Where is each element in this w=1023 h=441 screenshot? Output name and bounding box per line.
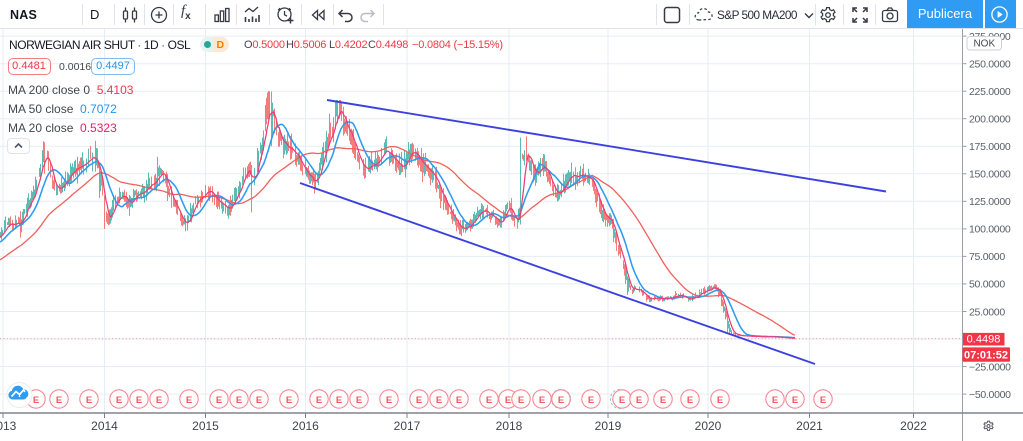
svg-text:250.0000: 250.0000 bbox=[969, 59, 1011, 71]
svg-text:2014: 2014 bbox=[91, 419, 118, 433]
svg-text:2015: 2015 bbox=[192, 419, 219, 433]
svg-text:175.0000: 175.0000 bbox=[969, 141, 1011, 153]
svg-text:E: E bbox=[518, 395, 524, 406]
svg-text:E: E bbox=[116, 395, 122, 406]
svg-text:−50.0000: −50.0000 bbox=[969, 389, 1011, 401]
svg-text:E: E bbox=[820, 395, 826, 406]
svg-text:E: E bbox=[316, 395, 322, 406]
svg-text:E: E bbox=[56, 395, 62, 406]
svg-text:E: E bbox=[636, 395, 642, 406]
svg-text:E: E bbox=[717, 395, 723, 406]
svg-text:2013: 2013 bbox=[0, 419, 17, 433]
svg-text:2018: 2018 bbox=[496, 419, 523, 433]
svg-text:E: E bbox=[156, 395, 162, 406]
svg-text:E: E bbox=[256, 395, 262, 406]
svg-text:−25.0000: −25.0000 bbox=[969, 361, 1011, 373]
svg-text:E: E bbox=[86, 395, 92, 406]
svg-text:E: E bbox=[416, 395, 422, 406]
svg-text:2022: 2022 bbox=[900, 419, 927, 433]
svg-text:125.0000: 125.0000 bbox=[969, 196, 1011, 208]
svg-text:E: E bbox=[216, 395, 222, 406]
svg-text:NOK: NOK bbox=[973, 39, 995, 50]
svg-text:E: E bbox=[558, 395, 564, 406]
svg-text:75.0000: 75.0000 bbox=[969, 251, 1005, 263]
svg-text:225.0000: 225.0000 bbox=[969, 86, 1011, 98]
svg-text:E: E bbox=[456, 395, 462, 406]
svg-text:50.0000: 50.0000 bbox=[969, 279, 1005, 291]
svg-text:E: E bbox=[792, 395, 798, 406]
svg-text:E: E bbox=[136, 395, 142, 406]
svg-text:2019: 2019 bbox=[595, 419, 622, 433]
svg-text:E: E bbox=[236, 395, 242, 406]
svg-text:E: E bbox=[619, 395, 625, 406]
svg-text:E: E bbox=[486, 395, 492, 406]
svg-text:25.0000: 25.0000 bbox=[969, 306, 1005, 318]
svg-text:E: E bbox=[33, 395, 39, 406]
svg-text:E: E bbox=[356, 395, 362, 406]
svg-text:E: E bbox=[588, 395, 594, 406]
svg-text:E: E bbox=[687, 395, 693, 406]
svg-text:E: E bbox=[336, 395, 342, 406]
svg-text:2021: 2021 bbox=[796, 419, 823, 433]
svg-text:E: E bbox=[772, 395, 778, 406]
svg-text:E: E bbox=[286, 395, 292, 406]
svg-text:200.0000: 200.0000 bbox=[969, 114, 1011, 126]
svg-text:100.0000: 100.0000 bbox=[969, 224, 1011, 236]
svg-text:2017: 2017 bbox=[394, 419, 421, 433]
svg-text:E: E bbox=[539, 395, 545, 406]
svg-text:E: E bbox=[436, 395, 442, 406]
svg-text:2016: 2016 bbox=[292, 419, 319, 433]
svg-text:E: E bbox=[186, 395, 192, 406]
svg-text:0.4498: 0.4498 bbox=[967, 334, 1001, 346]
svg-text:E: E bbox=[660, 395, 666, 406]
svg-text:E: E bbox=[505, 395, 511, 406]
svg-text:07:01:52: 07:01:52 bbox=[964, 349, 1008, 361]
svg-text:150.0000: 150.0000 bbox=[969, 169, 1011, 181]
svg-text:2020: 2020 bbox=[695, 419, 722, 433]
svg-text:E: E bbox=[386, 395, 392, 406]
